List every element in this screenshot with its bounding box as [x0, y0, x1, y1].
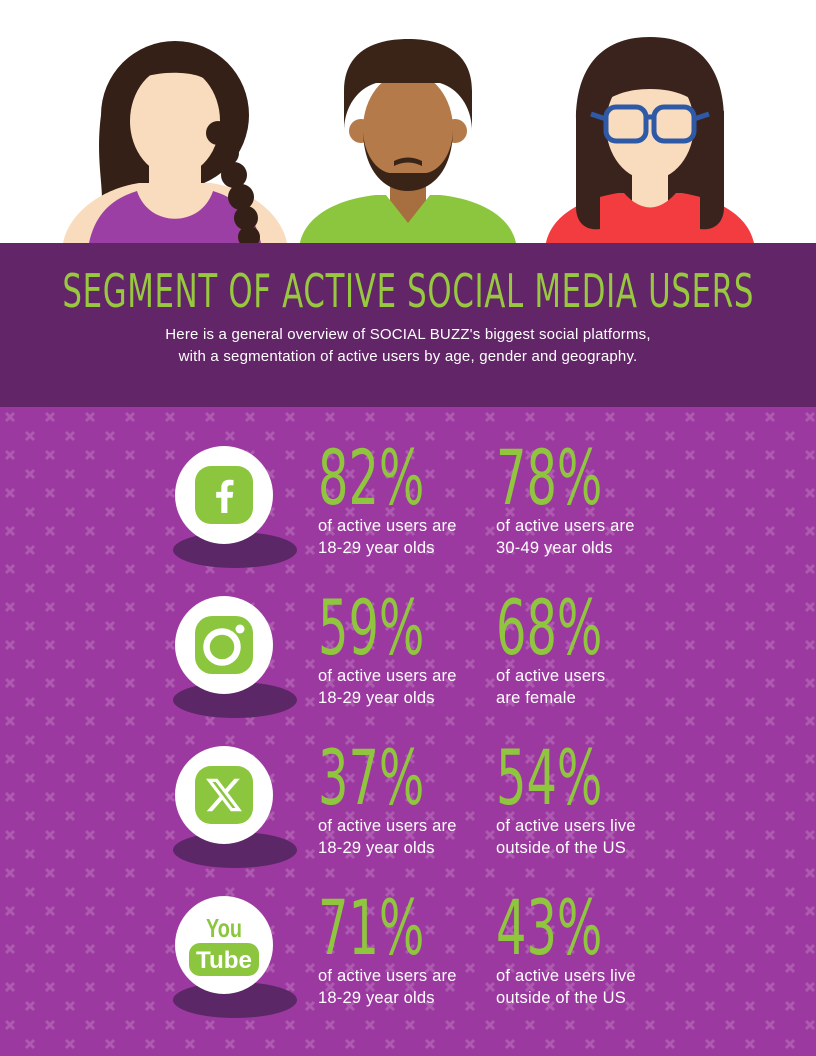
subtitle-line-1: Here is a general overview of SOCIAL BUZ… [165, 326, 651, 343]
glasses-icon [590, 104, 710, 144]
facebook-icon [175, 446, 273, 544]
avatar-man-beard-illustration [300, 39, 516, 243]
youtube-you-text: You [206, 913, 242, 943]
platform-row-x: 37% of active users are 18-29 year olds … [0, 740, 816, 898]
x-cross-pattern [0, 407, 816, 1056]
stat-caption: of active users are female [496, 667, 606, 707]
stat-caption: of active users are 18-29 year olds [318, 817, 457, 857]
youtube-tube-text: Tube [196, 947, 252, 974]
hero-avatars [0, 0, 816, 243]
stat-value: 82% [318, 433, 425, 522]
stat-caption: of active users are 18-29 year olds [318, 967, 457, 1007]
stats-section: 82% of active users are 18-29 year olds … [0, 407, 816, 1056]
stat-block: 43% of active users live outside of the … [496, 883, 681, 1009]
avatar-woman-glasses-illustration [546, 37, 754, 243]
page-title: SEGMENT OF ACTIVE SOCIAL MEDIA USERS [62, 264, 754, 318]
stat-block: 68% of active users are female [496, 583, 681, 709]
title-band: SEGMENT OF ACTIVE SOCIAL MEDIA USERS Her… [0, 243, 816, 407]
stat-caption: of active users are 18-29 year olds [318, 667, 457, 707]
stat-block: 82% of active users are 18-29 year olds [318, 433, 503, 559]
youtube-icon: You Tube [175, 896, 273, 994]
stat-caption: of active users are 18-29 year olds [318, 517, 457, 557]
stat-value: 37% [318, 733, 425, 822]
platform-row-facebook: 82% of active users are 18-29 year olds … [0, 440, 816, 598]
page-subtitle: Here is a general overview of SOCIAL BUZ… [0, 324, 816, 368]
stat-caption: of active users live outside of the US [496, 817, 636, 857]
stat-value: 68% [496, 583, 603, 672]
avatar-woman-braid-illustration [63, 41, 287, 243]
stat-block: 59% of active users are 18-29 year olds [318, 583, 503, 709]
stat-block: 54% of active users live outside of the … [496, 733, 681, 859]
stat-value: 43% [496, 883, 603, 972]
stat-caption: of active users are 30-49 year olds [496, 517, 635, 557]
subtitle-line-2: with a segmentation of active users by a… [178, 348, 638, 365]
platform-row-instagram: 59% of active users are 18-29 year olds … [0, 590, 816, 748]
stat-block: 71% of active users are 18-29 year olds [318, 883, 503, 1009]
instagram-icon [175, 596, 273, 694]
stat-value: 54% [496, 733, 603, 822]
stat-value: 78% [496, 433, 603, 522]
x-icon [175, 746, 273, 844]
stat-value: 71% [318, 883, 425, 972]
platform-row-youtube: You Tube 71% of active users are 18-29 y… [0, 890, 816, 1048]
stat-block: 78% of active users are 30-49 year olds [496, 433, 681, 559]
stat-block: 37% of active users are 18-29 year olds [318, 733, 503, 859]
stat-caption: of active users live outside of the US [496, 967, 636, 1007]
stat-value: 59% [318, 583, 425, 672]
